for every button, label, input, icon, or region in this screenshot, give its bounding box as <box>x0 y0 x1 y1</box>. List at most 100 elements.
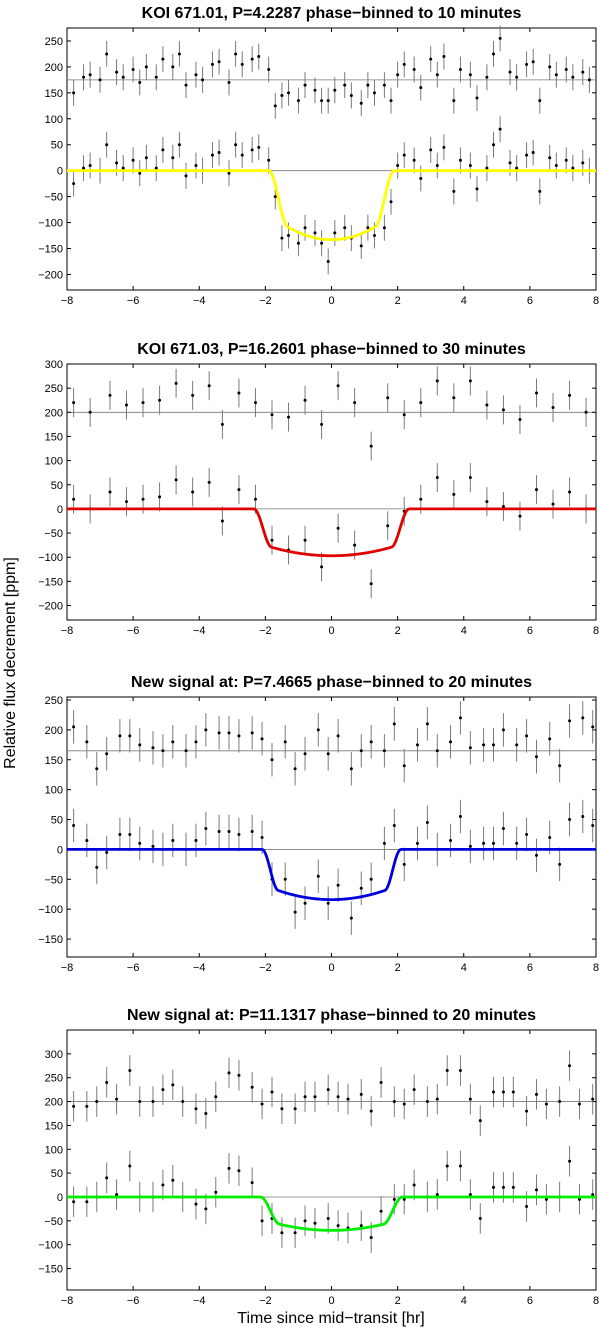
data-point <box>525 153 529 157</box>
chart-title: KOI 671.03, P=16.2601 phase−binned to 30… <box>137 341 526 358</box>
data-point <box>270 758 274 762</box>
data-point <box>425 821 429 825</box>
data-point <box>303 538 307 542</box>
data-point <box>571 75 575 79</box>
data-point <box>240 62 244 66</box>
data-point <box>591 824 595 828</box>
y-tick-label: 150 <box>45 88 63 100</box>
y-tick-label: 0 <box>57 166 63 178</box>
y-tick-label: 100 <box>45 1144 63 1156</box>
x-tick-label: −6 <box>127 962 140 974</box>
data-point <box>287 415 291 419</box>
data-point <box>171 838 175 842</box>
data-point <box>72 1104 76 1108</box>
x-tick-label: 0 <box>328 962 334 974</box>
data-point <box>425 1100 429 1104</box>
data-point <box>283 740 287 744</box>
data-point <box>402 862 406 866</box>
data-point <box>105 143 109 147</box>
data-point <box>336 384 340 388</box>
data-point <box>508 161 512 165</box>
x-tick-label: −4 <box>193 1295 206 1307</box>
data-point <box>260 1219 264 1223</box>
data-point <box>138 80 142 84</box>
y-tick-label: −100 <box>38 1240 63 1252</box>
data-point <box>412 1183 416 1187</box>
data-point <box>194 163 198 167</box>
data-point <box>280 236 284 240</box>
data-point <box>313 1221 317 1225</box>
data-point <box>181 1100 185 1104</box>
data-point <box>293 1231 297 1235</box>
data-point <box>177 143 181 147</box>
data-point <box>293 767 297 771</box>
data-point <box>534 488 538 492</box>
data-point <box>389 99 393 103</box>
residual-series <box>72 25 591 119</box>
transit-model-curve <box>66 169 597 242</box>
data-point <box>402 62 406 66</box>
data-point <box>296 99 300 103</box>
data-point <box>177 52 181 56</box>
data-point <box>544 1102 548 1106</box>
data-point <box>359 101 363 105</box>
data-point <box>382 83 386 87</box>
data-point <box>492 1185 496 1189</box>
data-point <box>402 1197 406 1201</box>
data-point <box>501 408 505 412</box>
data-point <box>333 88 337 92</box>
data-point <box>482 743 486 747</box>
data-point <box>267 158 271 162</box>
data-point <box>359 886 363 890</box>
data-point <box>508 70 512 74</box>
data-point <box>326 1088 330 1092</box>
y-tick-label: 100 <box>45 456 63 468</box>
data-point <box>458 815 462 819</box>
chart-title: New signal at: P=7.4665 phase−binned to … <box>131 674 532 691</box>
data-point <box>591 725 595 729</box>
data-point <box>353 401 357 405</box>
data-point <box>320 422 324 426</box>
data-point <box>412 158 416 162</box>
y-tick-label: −150 <box>38 576 63 588</box>
data-point <box>548 835 552 839</box>
x-tick-label: 8 <box>593 1295 599 1307</box>
data-point <box>492 52 496 56</box>
x-tick-label: 8 <box>593 625 599 637</box>
x-tick-label: 4 <box>461 962 467 974</box>
figure-x-axis-label: Time since mid−transit [hr] <box>237 1310 424 1327</box>
transit-model-curve <box>66 848 597 902</box>
data-point <box>273 104 277 108</box>
data-point <box>115 1193 119 1197</box>
data-point <box>435 1193 439 1197</box>
x-tick-label: −8 <box>61 295 74 307</box>
data-point <box>525 734 529 738</box>
data-point <box>419 86 423 90</box>
data-point <box>587 78 591 82</box>
data-point <box>184 749 188 753</box>
data-point <box>283 877 287 881</box>
data-point <box>88 410 92 414</box>
data-point <box>85 1104 89 1108</box>
data-point <box>531 151 535 155</box>
y-tick-label: 250 <box>45 383 63 395</box>
data-point <box>452 492 456 496</box>
data-point <box>366 83 370 87</box>
data-point <box>220 422 224 426</box>
x-tick-label: −2 <box>259 962 272 974</box>
data-point <box>515 743 519 747</box>
data-point <box>492 1090 496 1094</box>
x-tick-label: 4 <box>461 625 467 637</box>
data-point <box>568 490 572 494</box>
data-point <box>515 841 519 845</box>
data-point <box>98 78 102 82</box>
data-point <box>171 65 175 69</box>
data-point <box>343 226 347 230</box>
data-point <box>227 1166 231 1170</box>
data-point <box>343 83 347 87</box>
x-tick-label: −6 <box>127 295 140 307</box>
chart-panel: KOI 671.03, P=16.2601 phase−binned to 30… <box>38 341 599 637</box>
x-tick-label: 2 <box>395 962 401 974</box>
data-point <box>336 1224 340 1228</box>
data-point <box>253 401 257 405</box>
